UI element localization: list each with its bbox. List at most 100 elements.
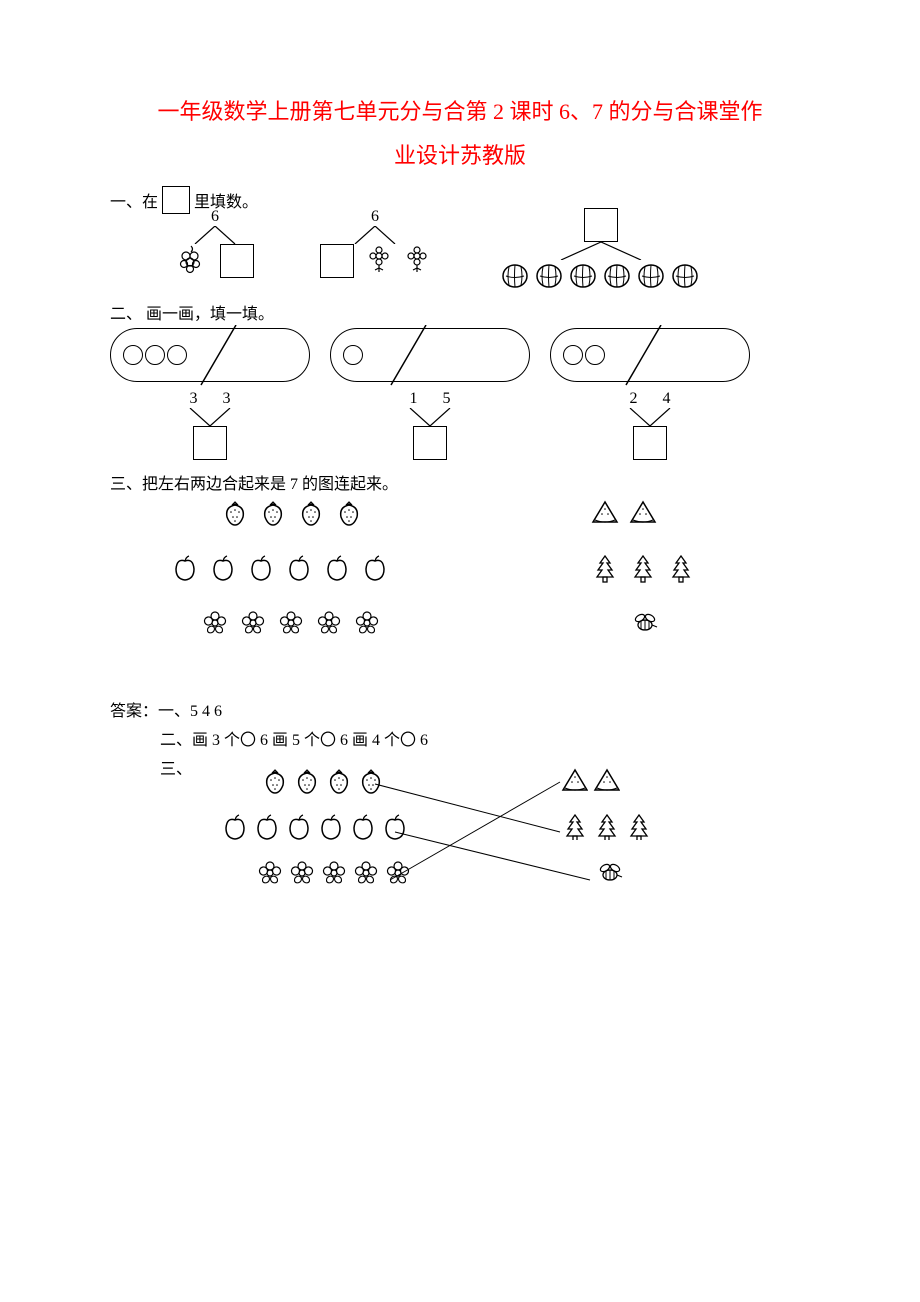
tree-lines-icon <box>551 242 651 260</box>
answer-box[interactable] <box>584 208 618 242</box>
watermelon-icon <box>568 260 600 292</box>
bee-icon <box>630 608 664 642</box>
slash-icon <box>386 325 436 387</box>
section3-label: 三、把左右两边合起来是 7 的图连起来。 <box>110 470 810 494</box>
flower5-icon <box>319 858 347 886</box>
apple-icon <box>380 812 408 840</box>
match-left-row <box>255 858 411 886</box>
strawberry-icon <box>324 766 352 794</box>
flower5-icon <box>276 608 310 642</box>
slash-icon <box>621 325 671 387</box>
match-right-row <box>590 498 662 532</box>
slice-icon <box>590 498 624 532</box>
match-right-row <box>595 858 623 886</box>
tree-b-top: 6 <box>371 208 379 226</box>
apple-icon <box>360 553 394 587</box>
answer-box[interactable] <box>413 426 447 460</box>
section1-content: 6 6 <box>150 208 810 292</box>
capsule[interactable] <box>550 328 750 382</box>
capsule[interactable] <box>110 328 310 382</box>
watermelon-icon <box>636 260 668 292</box>
apple-icon <box>208 553 242 587</box>
tree-b: 6 <box>310 208 440 292</box>
strawberry-icon <box>356 766 384 794</box>
match-left-row <box>200 608 386 642</box>
answer-box[interactable] <box>633 426 667 460</box>
flower-icon <box>402 244 430 278</box>
match-right-row <box>630 608 664 642</box>
apple-icon <box>170 553 204 587</box>
circle-icon <box>585 345 605 365</box>
tree-lines-icon <box>620 408 680 426</box>
left-num: 1 <box>410 390 418 408</box>
apple-icon <box>220 812 248 840</box>
circle-icon <box>123 345 143 365</box>
right-num: 3 <box>223 390 231 408</box>
flower5-icon <box>255 858 283 886</box>
section2-label: 二、 画一画，填一填。 <box>110 300 810 324</box>
tree-icon <box>628 553 662 587</box>
answers-block: 答案：一、5 4 6 二、画 3 个〇 6 画 5 个〇 6 画 4 个〇 6 … <box>110 698 810 912</box>
tree-lines-icon <box>180 408 240 426</box>
pair-numbers: 2 4 <box>630 390 671 408</box>
watermelon-icon <box>670 260 702 292</box>
watermelon-icon <box>534 260 566 292</box>
match-right-row <box>560 766 620 794</box>
right-num: 5 <box>443 390 451 408</box>
answer1: 一、5 4 6 <box>158 703 222 720</box>
flower5-icon <box>351 858 379 886</box>
flower5-icon <box>200 608 234 642</box>
flower5-icon <box>383 858 411 886</box>
circle-icon <box>167 345 187 365</box>
answer3-diagram <box>200 762 720 912</box>
right-num: 4 <box>663 390 671 408</box>
match-left-row <box>220 498 368 532</box>
slice-icon <box>560 766 588 794</box>
tree-icon <box>592 812 620 840</box>
bee-icon <box>595 858 623 886</box>
capsule-group: 3 3 <box>110 328 310 460</box>
apple-icon <box>284 553 318 587</box>
flower-icon <box>364 244 392 278</box>
tree-icon <box>666 553 700 587</box>
capsule-group: 2 4 <box>550 328 750 460</box>
slice-icon <box>592 766 620 794</box>
flower5-icon <box>238 608 272 642</box>
match-left-row <box>170 553 394 587</box>
answers-label: 答案： <box>110 703 158 720</box>
capsule-group: 1 5 <box>330 328 530 460</box>
tree-lines-icon <box>400 408 460 426</box>
tree-a: 6 <box>150 208 280 292</box>
watermelon-icon <box>602 260 634 292</box>
page-title: 一年级数学上册第七单元分与合第 2 课时 6、7 的分与合课堂作 业设计苏教版 <box>110 90 810 178</box>
match-left-row <box>260 766 384 794</box>
watermelon-icon <box>500 260 532 292</box>
circle-icon <box>563 345 583 365</box>
section2-content: 3 3 1 5 2 4 <box>110 328 810 460</box>
tree-icon <box>590 553 624 587</box>
capsule[interactable] <box>330 328 530 382</box>
title-line1: 一年级数学上册第七单元分与合第 2 课时 6、7 的分与合课堂作 <box>157 99 762 124</box>
answer-box[interactable] <box>193 426 227 460</box>
flower5-icon <box>314 608 348 642</box>
apple-icon <box>246 553 280 587</box>
slice-icon <box>628 498 662 532</box>
apple-icon <box>348 812 376 840</box>
strawberry-icon <box>334 498 368 532</box>
answer-box[interactable] <box>220 244 254 278</box>
pair-numbers: 3 3 <box>190 390 231 408</box>
strawberry-icon <box>258 498 292 532</box>
left-num: 2 <box>630 390 638 408</box>
tree-icon <box>624 812 652 840</box>
match-right-row <box>590 553 700 587</box>
apple-icon <box>252 812 280 840</box>
strawberry-icon <box>292 766 320 794</box>
flower5-icon <box>287 858 315 886</box>
match-left-row <box>220 812 408 840</box>
strawberry-icon <box>260 766 288 794</box>
flower5-icon <box>352 608 386 642</box>
pair-numbers: 1 5 <box>410 390 451 408</box>
section3-content <box>150 498 790 668</box>
answer-box[interactable] <box>320 244 354 278</box>
strawberry-icon <box>296 498 330 532</box>
